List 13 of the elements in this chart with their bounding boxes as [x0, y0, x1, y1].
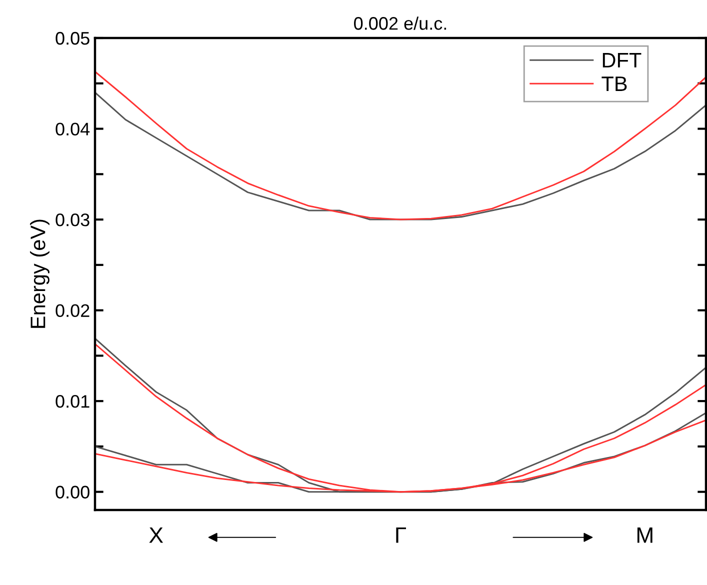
x-tick-label: M	[637, 527, 652, 543]
x-tick-label: Γ	[396, 527, 406, 543]
x-tick-label: X	[149, 527, 164, 543]
y-tick-label: 0.00	[56, 486, 90, 499]
y-tick-label: 0.05	[56, 32, 90, 45]
y-tick-label: 0.02	[56, 304, 90, 318]
y-tick-label: 0.03	[56, 213, 90, 226]
legend-label: DFT	[602, 53, 642, 68]
y-axis-title: Energy (eV)	[30, 220, 50, 328]
y-tick-label: 0.04	[56, 122, 90, 136]
y-tick-label: 0.01	[56, 395, 90, 408]
legend-label: TB	[602, 76, 627, 91]
chart-title: 0.002 e/u.c.	[354, 16, 446, 30]
